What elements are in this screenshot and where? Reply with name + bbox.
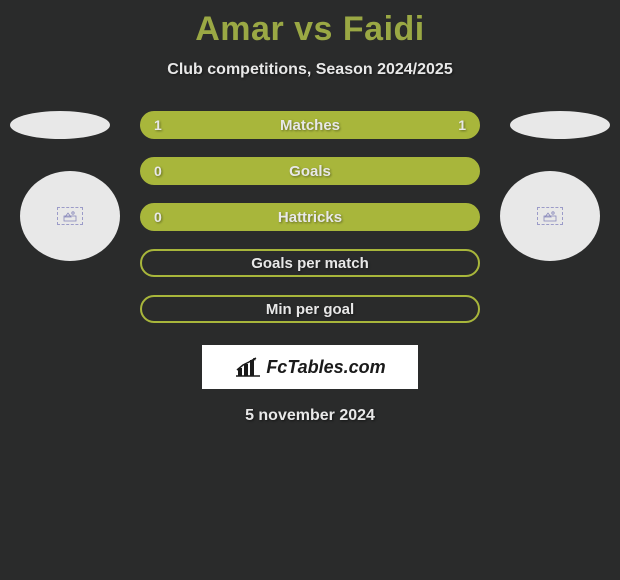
right-team-badge — [500, 171, 600, 261]
page-title: Amar vs Faidi — [0, 0, 620, 49]
stat-row-min-per-goal: Min per goal — [140, 295, 480, 323]
stat-left-value: 0 — [154, 163, 162, 179]
right-flag-placeholder — [537, 207, 563, 225]
left-team-ellipse — [10, 111, 110, 139]
stat-label: Goals per match — [251, 255, 369, 272]
stat-row-goals: 0 Goals — [140, 157, 480, 185]
left-flag-placeholder — [57, 207, 83, 225]
date-label: 5 november 2024 — [0, 407, 620, 425]
stat-left-value: 0 — [154, 209, 162, 225]
site-logo: FcTables.com — [202, 345, 418, 389]
stat-row-goals-per-match: Goals per match — [140, 249, 480, 277]
stat-row-matches: 1 Matches 1 — [140, 111, 480, 139]
stat-label: Goals — [289, 163, 331, 180]
stat-left-value: 1 — [154, 117, 162, 133]
stat-label: Min per goal — [266, 301, 354, 318]
stat-label: Matches — [280, 117, 340, 134]
logo-text: FcTables.com — [266, 357, 385, 378]
stat-label: Hattricks — [278, 209, 342, 226]
stat-row-hattricks: 0 Hattricks — [140, 203, 480, 231]
left-team-badge — [20, 171, 120, 261]
stat-right-value: 1 — [458, 117, 466, 133]
right-team-ellipse — [510, 111, 610, 139]
stats-container: 1 Matches 1 0 Goals 0 Hattricks Goals pe… — [140, 111, 480, 323]
page-subtitle: Club competitions, Season 2024/2025 — [0, 61, 620, 79]
comparison-area: 1 Matches 1 0 Goals 0 Hattricks Goals pe… — [0, 111, 620, 425]
logo-chart-icon — [234, 356, 262, 378]
